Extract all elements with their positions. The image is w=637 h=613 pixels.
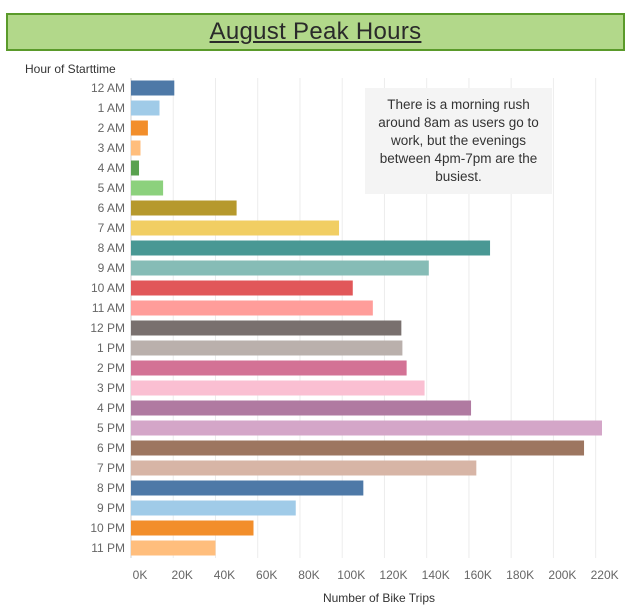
x-tick-label: 220K [591, 568, 619, 582]
bar-8-pm[interactable] [131, 480, 364, 496]
bar-7-am[interactable] [131, 220, 340, 236]
category-label: 10 PM [90, 521, 125, 535]
category-label: 8 AM [98, 241, 125, 255]
bar-4-pm[interactable] [131, 400, 472, 416]
chart-title: August Peak Hours [209, 18, 422, 45]
category-label: 1 AM [98, 101, 125, 115]
category-label: 12 AM [91, 81, 125, 95]
x-tick-label: 20K [172, 568, 193, 582]
category-labels: 12 AM 1 AM 2 AM 3 AM 4 AM 5 AM 6 AM 7 AM 8 AM 9 A… [90, 81, 125, 555]
bar-9-pm[interactable] [131, 500, 296, 516]
category-label: 10 AM [91, 281, 125, 295]
category-label: 2 AM [98, 121, 125, 135]
category-label: 6 AM [98, 201, 125, 215]
category-label: 7 PM [97, 461, 125, 475]
x-tick-labels: 0K 20K 40K 60K 80K 100K 120K 140K 160K 180K 200K 22… [133, 568, 619, 582]
bar-1-am[interactable] [131, 100, 160, 116]
category-label: 5 AM [98, 181, 125, 195]
x-tick-label: 120K [379, 568, 407, 582]
x-tick-label: 40K [214, 568, 235, 582]
x-axis-title: Number of Bike Trips [323, 591, 435, 605]
bar-3-pm[interactable] [131, 380, 425, 396]
bar-3-am[interactable] [131, 140, 141, 156]
bar-2-pm[interactable] [131, 360, 407, 376]
bar-12-am[interactable] [131, 80, 175, 96]
bar-7-pm[interactable] [131, 460, 477, 476]
category-label: 1 PM [97, 341, 125, 355]
x-tick-label: 100K [337, 568, 365, 582]
category-label: 4 PM [97, 401, 125, 415]
bar-8-am[interactable] [131, 240, 491, 256]
category-label: 6 PM [97, 441, 125, 455]
category-label: 3 AM [98, 141, 125, 155]
bar-5-am[interactable] [131, 180, 164, 196]
x-tick-label: 140K [422, 568, 450, 582]
x-tick-label: 80K [298, 568, 319, 582]
category-label: 4 AM [98, 161, 125, 175]
x-tick-label: 180K [506, 568, 534, 582]
bar-4-am[interactable] [131, 160, 140, 176]
x-tick-label: 0K [133, 568, 148, 582]
x-tick-label: 200K [548, 568, 576, 582]
bar-12-pm[interactable] [131, 320, 402, 336]
category-label: 8 PM [97, 481, 125, 495]
bar-6-am[interactable] [131, 200, 237, 216]
title-banner: August Peak Hours [6, 13, 625, 51]
category-label: 12 PM [90, 321, 125, 335]
category-label: 9 PM [97, 501, 125, 515]
category-label: 11 PM [91, 541, 125, 555]
x-tick-label: 160K [464, 568, 492, 582]
bar-11-am[interactable] [131, 300, 373, 316]
bar-10-pm[interactable] [131, 520, 254, 536]
bar-1-pm[interactable] [131, 340, 403, 356]
bar-10-am[interactable] [131, 280, 353, 296]
category-label: 3 PM [97, 381, 125, 395]
category-label: 5 PM [97, 421, 125, 435]
category-label: 2 PM [97, 361, 125, 375]
category-label: 9 AM [98, 261, 125, 275]
bars [131, 80, 602, 556]
bar-2-am[interactable] [131, 120, 148, 136]
category-label: 7 AM [98, 221, 125, 235]
category-label: 11 AM [92, 301, 125, 315]
bar-5-pm[interactable] [131, 420, 602, 436]
annotation-box: There is a morning rush around 8am as us… [365, 88, 552, 194]
y-axis-title: Hour of Starttime [25, 62, 116, 76]
bar-11-pm[interactable] [131, 540, 216, 556]
x-tick-label: 60K [256, 568, 277, 582]
bar-6-pm[interactable] [131, 440, 585, 456]
bar-9-am[interactable] [131, 260, 429, 276]
annotation-text: There is a morning rush around 8am as us… [378, 97, 539, 184]
